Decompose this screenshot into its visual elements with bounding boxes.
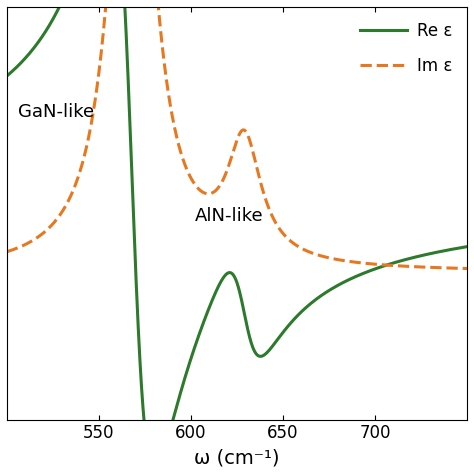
Im ε	[276, 226, 282, 231]
Re ε	[297, 311, 302, 317]
Im ε	[370, 261, 375, 267]
Re ε	[276, 334, 282, 340]
Line: Im ε: Im ε	[7, 0, 467, 268]
Text: AlN-like: AlN-like	[195, 207, 263, 225]
Re ε	[152, 467, 157, 473]
Im ε	[345, 258, 351, 264]
Re ε	[4, 73, 10, 79]
Im ε	[296, 244, 302, 250]
Im ε	[171, 120, 176, 126]
X-axis label: ω (cm⁻¹): ω (cm⁻¹)	[194, 448, 280, 467]
Text: GaN-like: GaN-like	[18, 103, 94, 121]
Re ε	[27, 50, 33, 55]
Im ε	[4, 249, 10, 255]
Im ε	[27, 239, 33, 245]
Re ε	[464, 244, 470, 249]
Legend: Re ε, Im ε: Re ε, Im ε	[353, 15, 459, 81]
Im ε	[464, 265, 470, 271]
Re ε	[370, 267, 375, 273]
Line: Re ε: Re ε	[7, 0, 467, 470]
Re ε	[171, 414, 176, 420]
Re ε	[346, 277, 351, 283]
